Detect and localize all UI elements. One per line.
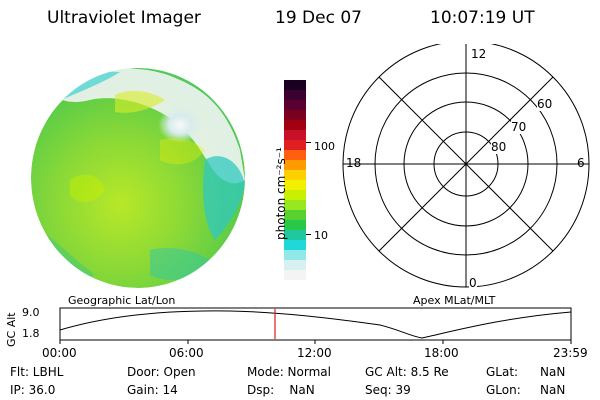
colorbar-band xyxy=(284,110,306,120)
colorbar-band xyxy=(284,200,306,210)
colorbar-band xyxy=(284,100,306,110)
status-door: Door: Open xyxy=(127,365,196,379)
altitude-curve xyxy=(59,310,572,339)
colorbar-band xyxy=(284,120,306,130)
colorbar-band xyxy=(284,270,306,280)
x-tick-0600: 06:00 xyxy=(169,346,204,360)
instrument-title: Ultraviolet Imager xyxy=(47,8,201,28)
status-gain: Gain: 14 xyxy=(127,383,178,397)
x-tick-1800: 18:00 xyxy=(424,346,459,360)
colorbar-band xyxy=(284,170,306,180)
status-flt: Flt: LBHL xyxy=(10,365,64,379)
status-gc-alt: GC Alt: 8.5 Re xyxy=(365,365,449,379)
colorbar-tick-label-100: 100 xyxy=(314,140,335,153)
colorbar-gradient xyxy=(284,80,306,280)
status-glat-label: GLat: xyxy=(486,365,519,379)
colorbar-tick-100 xyxy=(306,142,311,143)
colorbar-band xyxy=(284,80,306,90)
colorbar-band xyxy=(284,250,306,260)
time-label: 10:07:19 UT xyxy=(430,8,535,28)
status-glat-value: NaN xyxy=(540,365,566,379)
status-seq: Seq: 39 xyxy=(365,383,411,397)
y-tick-1-8: 1.8 xyxy=(22,327,40,340)
colorbar-band xyxy=(284,130,306,140)
status-glon-label: GLon: xyxy=(486,383,521,397)
date-label: 19 Dec 07 xyxy=(275,8,362,28)
status-ip: IP: 36.0 xyxy=(10,383,56,397)
x-tick-2359: 23:59 xyxy=(553,346,588,360)
status-dsp: Dsp: NaN xyxy=(247,383,315,397)
colorbar-band xyxy=(284,180,306,190)
timeline-frame xyxy=(59,307,572,341)
mlat-label-60: 60 xyxy=(537,97,553,111)
status-glon-value: NaN xyxy=(540,383,566,397)
mlt-label-0: 0 xyxy=(469,276,477,290)
colorbar-band xyxy=(284,230,306,240)
y-tick-9: 9.0 xyxy=(22,306,40,319)
mlt-label-12: 12 xyxy=(471,47,487,61)
apex-label: Apex MLat/MLT xyxy=(413,294,496,307)
colorbar-tick-10 xyxy=(306,234,311,235)
mlt-label-6: 6 xyxy=(577,156,585,170)
mlt-label-18: 18 xyxy=(346,156,362,170)
colorbar-band xyxy=(284,160,306,170)
geographic-label: Geographic Lat/Lon xyxy=(68,294,176,307)
colorbar-tick-label-10: 10 xyxy=(314,229,328,242)
polar-grid xyxy=(342,44,590,288)
colorbar-band xyxy=(284,210,306,220)
colorbar-band xyxy=(284,220,306,230)
x-tick-1200: 12:00 xyxy=(297,346,332,360)
mlat-label-80: 80 xyxy=(491,140,507,154)
x-tick-0000: 00:00 xyxy=(42,346,77,360)
mlat-label-70: 70 xyxy=(511,120,527,134)
colorbar-band xyxy=(284,240,306,250)
colorbar xyxy=(284,80,306,280)
colorbar-band xyxy=(284,150,306,160)
colorbar-band xyxy=(284,90,306,100)
colorbar-band xyxy=(284,260,306,270)
status-mode: Mode: Normal xyxy=(247,365,331,379)
colorbar-band xyxy=(284,140,306,150)
colorbar-band xyxy=(284,190,306,200)
